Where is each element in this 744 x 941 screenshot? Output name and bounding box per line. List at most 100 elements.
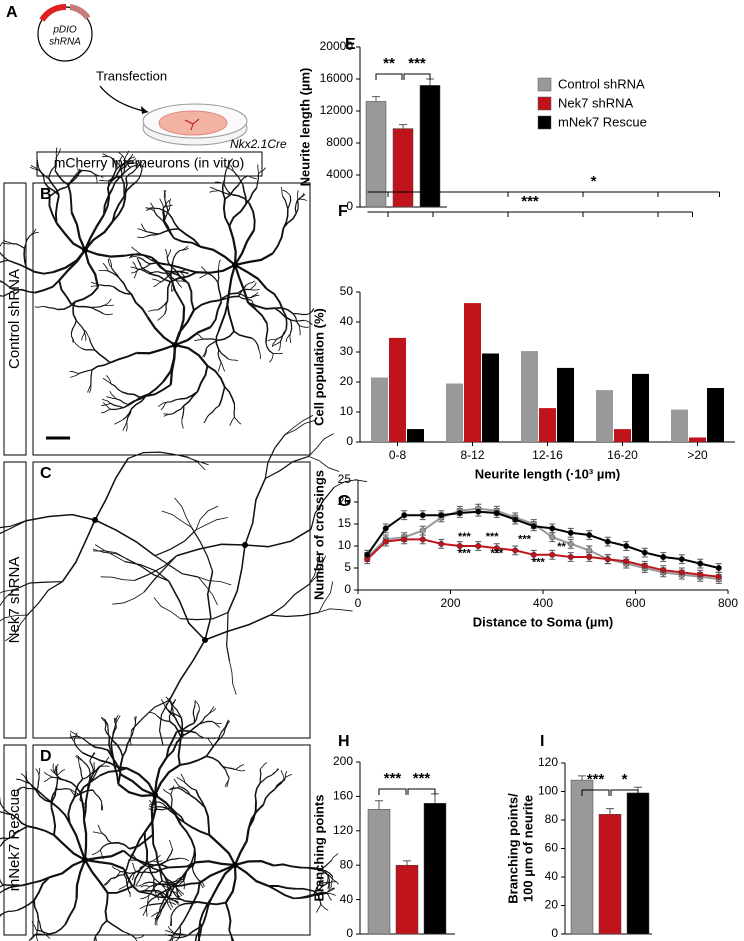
neurite	[251, 300, 257, 310]
neurite	[118, 884, 128, 890]
neurite	[196, 365, 209, 393]
neurite	[165, 930, 175, 934]
neurite	[224, 720, 229, 730]
point	[641, 562, 648, 569]
neurite	[224, 386, 236, 404]
neurite	[103, 313, 113, 316]
neurite	[234, 229, 256, 266]
soma	[82, 857, 88, 863]
neurite	[301, 866, 321, 871]
panel-label: G	[338, 493, 350, 510]
neurite	[75, 320, 86, 332]
significance-label: ***	[587, 771, 605, 788]
neurite	[312, 891, 327, 896]
neurite	[203, 414, 210, 424]
x-tick-label: 0-8	[389, 448, 407, 462]
neurite	[25, 771, 28, 781]
neurite	[187, 282, 195, 311]
neurite	[35, 777, 40, 792]
neurite	[25, 781, 37, 790]
neurite	[165, 703, 170, 713]
y-tick-label: 25	[338, 472, 352, 486]
neurite	[93, 936, 96, 941]
neurite	[166, 901, 177, 906]
neurite	[163, 189, 167, 200]
neurite	[84, 220, 114, 251]
neurite	[67, 184, 73, 213]
annotation: ***	[532, 557, 546, 569]
neurite	[170, 898, 179, 905]
neurite	[107, 884, 135, 894]
neurite	[179, 857, 190, 862]
neurite	[48, 166, 56, 179]
neurite	[5, 614, 28, 642]
neurite	[111, 195, 125, 222]
neurite	[180, 717, 184, 738]
neurite	[289, 319, 293, 334]
significance-label: *	[622, 771, 628, 788]
neurite	[169, 887, 180, 899]
neurite	[176, 729, 197, 734]
neurite	[209, 301, 223, 328]
neurite	[282, 310, 288, 330]
neurite	[170, 916, 173, 927]
neurite	[84, 859, 109, 894]
neurite	[132, 261, 139, 270]
point	[697, 571, 704, 578]
neurite	[173, 306, 186, 346]
neurite	[234, 864, 270, 888]
point	[549, 551, 556, 558]
neurite	[166, 249, 172, 259]
neurite	[165, 731, 178, 758]
neurite	[38, 169, 45, 183]
panel-label: E	[345, 36, 356, 53]
neurite	[110, 737, 114, 757]
neurite	[52, 763, 55, 773]
neurite	[102, 377, 112, 385]
x-tick-label: 400	[533, 596, 553, 610]
neurite	[99, 765, 110, 767]
panel-label: B	[40, 186, 52, 203]
bar	[632, 373, 649, 442]
neurite	[155, 207, 169, 214]
neurite	[165, 848, 174, 862]
neurite	[222, 198, 231, 227]
neurite	[218, 386, 226, 406]
neurite	[198, 879, 205, 888]
y-tick-label: 0	[346, 434, 353, 448]
neurite	[195, 789, 206, 808]
y-tick-label: 100	[538, 784, 558, 798]
neurite	[84, 331, 87, 341]
neurite	[197, 922, 201, 941]
condition-label: Nek7 shRNA	[6, 557, 23, 644]
neurite	[56, 148, 61, 158]
neurite	[297, 192, 305, 201]
soma	[92, 517, 98, 523]
neurite	[306, 308, 315, 315]
legend-label: Control shRNA	[558, 76, 645, 91]
point	[697, 560, 704, 567]
neurite	[248, 202, 256, 231]
neurite	[161, 885, 173, 904]
neurite	[127, 451, 176, 459]
neurite	[106, 375, 112, 384]
neurite	[171, 699, 176, 709]
bar	[671, 409, 688, 442]
neurite	[165, 884, 176, 886]
neurite	[217, 728, 225, 741]
neurite	[137, 228, 147, 233]
neurite	[282, 189, 291, 197]
neurite	[257, 164, 259, 175]
neurite	[195, 505, 219, 531]
y-axis-title: 100 µm of neurite	[520, 795, 535, 902]
bar	[367, 809, 391, 935]
neurite	[170, 905, 180, 917]
neurite	[282, 196, 289, 210]
neurite	[219, 295, 239, 302]
point	[419, 536, 426, 543]
neurite	[156, 806, 170, 811]
bar	[614, 429, 631, 442]
neurite	[171, 936, 173, 941]
neurite	[206, 755, 224, 767]
neurite	[276, 329, 287, 340]
